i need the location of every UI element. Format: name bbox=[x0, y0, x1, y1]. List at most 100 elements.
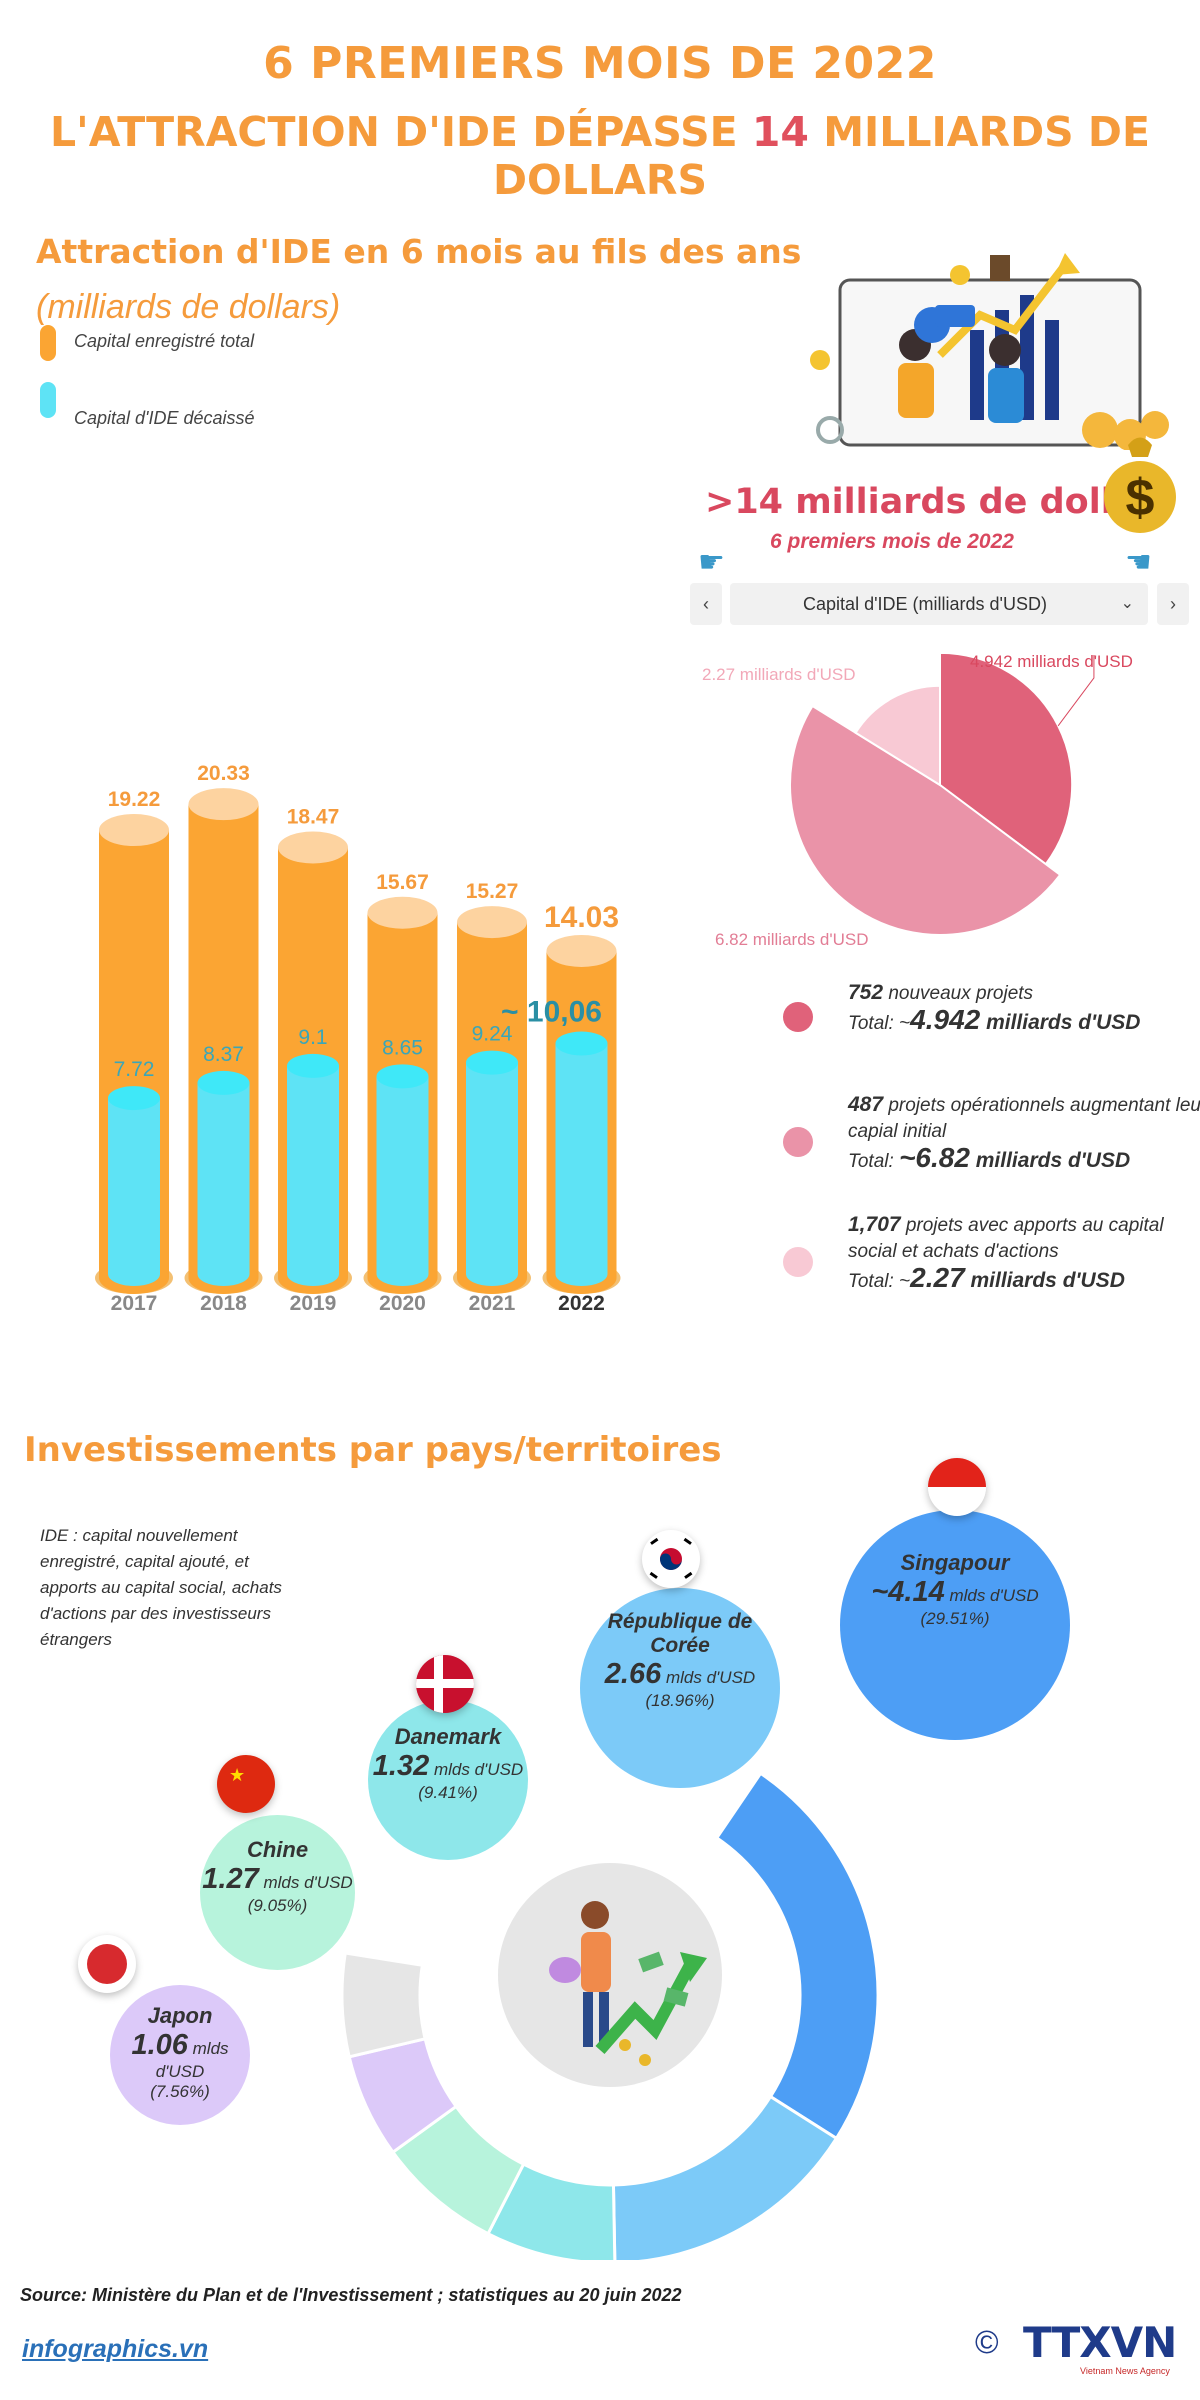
bar-total-value-label: 18.47 bbox=[287, 806, 340, 829]
country-amount: 1.32 bbox=[372, 1750, 430, 1782]
pie-slice-2 bbox=[854, 684, 941, 787]
x-tick-label: 2017 bbox=[111, 1292, 158, 1315]
country-name: République de Corée bbox=[607, 1610, 753, 1657]
bar-disbursed-2021 bbox=[466, 1062, 518, 1274]
bar-total-top bbox=[99, 814, 169, 847]
bar-disbursed-value-label: 8.65 bbox=[382, 1036, 423, 1059]
bar-total-value-label: 15.67 bbox=[376, 871, 429, 894]
page-title: 6 PREMIERS MOIS DE 2022 bbox=[263, 38, 937, 89]
country-value: 2.66 mlds d'USD bbox=[580, 1658, 780, 1691]
country-amount: 1.27 bbox=[202, 1863, 259, 1895]
breakdown-total-prefix: Total: bbox=[848, 1151, 900, 1172]
bar-disbursed-bottom bbox=[287, 1262, 339, 1286]
bar-disbursed-top bbox=[197, 1070, 250, 1095]
bar-total-top bbox=[367, 896, 438, 929]
bar-total-value-label: 19.22 bbox=[108, 788, 161, 811]
country-amount: 1.06 bbox=[131, 2029, 188, 2061]
legend-swatch-disbursed bbox=[40, 382, 56, 418]
country-name: Singapour bbox=[900, 1550, 1010, 1575]
countries-section-title: Investissements par pays/territoires bbox=[24, 1430, 722, 1470]
bar-disbursed-bottom bbox=[197, 1262, 250, 1286]
pie-label-new-projects: 4.942 milliards d'USD bbox=[970, 652, 1133, 671]
chart-selector-dropdown[interactable]: Capital d'IDE (milliards d'USD) ⌄ bbox=[730, 583, 1148, 625]
breakdown-total: 2.27 bbox=[910, 1262, 965, 1293]
x-tick-label: 2021 bbox=[469, 1292, 516, 1315]
bar-disbursed-2019 bbox=[287, 1065, 339, 1274]
bar-disbursed-2018 bbox=[197, 1082, 250, 1274]
legend-swatch-total bbox=[40, 325, 56, 361]
subtitle-highlight-number: 14 bbox=[751, 108, 809, 156]
country-value: 1.32 mlds d'USD bbox=[368, 1750, 528, 1783]
ttxvn-logo: © TTXVN Vietnam News Agency bbox=[975, 2318, 1185, 2378]
x-tick-label: 2018 bbox=[200, 1292, 247, 1315]
country-unit: mlds d'USD bbox=[429, 1760, 524, 1779]
highlight-period: 6 premiers mois de 2022 bbox=[770, 530, 1014, 553]
subtitle-text-start: L'ATTRACTION D'IDE DÉPASSE bbox=[50, 108, 752, 156]
country-unit: mlds d'USD bbox=[155, 2039, 229, 2081]
bar-total-value-label: 14.03 bbox=[544, 901, 619, 934]
country-bubble-china: Chine 1.27 mlds d'USD (9.05%) bbox=[200, 1815, 355, 1970]
flag-denmark-icon bbox=[416, 1655, 474, 1713]
pie-leader-line bbox=[1057, 655, 1095, 727]
fdi-bar-chart: 19.22 7.72 2017 20.33 8.37 2018 18.47 9.1 2019 15… bbox=[95, 762, 621, 1315]
country-percent: (9.41%) bbox=[418, 1783, 478, 1802]
bar-chart-title: Attraction d'IDE en 6 mois au fils des a… bbox=[36, 232, 802, 271]
bar-disbursed-value-label: ~ 10,06 bbox=[501, 996, 602, 1029]
highlight-amount: >14 milliards de dollars bbox=[705, 482, 1175, 522]
breakdown-total-prefix: Total: ~ bbox=[848, 1271, 911, 1292]
breakdown-count: 487 bbox=[848, 1093, 884, 1116]
country-name: Danemark bbox=[394, 1724, 502, 1749]
country-unit: mlds d'USD bbox=[258, 1873, 353, 1892]
breakdown-text: 1,707 projets avec apports au capital so… bbox=[848, 1212, 1200, 1295]
bar-disbursed-top bbox=[287, 1053, 339, 1078]
breakdown-desc: nouveaux projets bbox=[883, 983, 1034, 1004]
breakdown-text: 752 nouveaux projets Total: ~4.942 milli… bbox=[848, 980, 1200, 1037]
flag-japan-icon bbox=[78, 1935, 136, 1993]
flag-korea-icon bbox=[642, 1530, 700, 1588]
logo-subtext: Vietnam News Agency bbox=[1080, 2366, 1170, 2376]
country-name: Japon bbox=[147, 2003, 213, 2028]
ide-definition-note: IDE : capital nouvellement enregistré, c… bbox=[40, 1526, 282, 1649]
legend-label-disbursed: Capital d'IDE décaissé bbox=[74, 408, 255, 428]
bar-disbursed-value-label: 7.72 bbox=[114, 1058, 155, 1081]
country-bubble-japan: Japon 1.06 mlds d'USD (7.56%) bbox=[110, 1985, 250, 2125]
bar-total-top bbox=[188, 788, 259, 821]
pointer-hand-icon: ☚ bbox=[1125, 546, 1152, 579]
country-bubble-korea: République de Corée 2.66 mlds d'USD (18.… bbox=[580, 1588, 780, 1788]
bar-disbursed-bottom bbox=[108, 1262, 160, 1286]
breakdown-dot bbox=[783, 1127, 813, 1157]
countries-ring-chart bbox=[340, 1771, 880, 2260]
bar-total-top bbox=[546, 935, 617, 968]
bar-total-top bbox=[457, 906, 527, 939]
chevron-right-icon[interactable]: › bbox=[1157, 583, 1189, 625]
dropdown-selected-value: Capital d'IDE (milliards d'USD) bbox=[803, 594, 1047, 614]
chevron-left-icon[interactable]: ‹ bbox=[690, 583, 722, 625]
investor-watering-money-icon bbox=[498, 1863, 722, 2087]
pie-slice-1 bbox=[789, 704, 1062, 936]
country-unit: mlds d'USD bbox=[944, 1586, 1039, 1605]
bar-disbursed-top bbox=[108, 1086, 160, 1111]
breakdown-count: 752 bbox=[848, 981, 884, 1004]
bar-disbursed-value-label: 9.24 bbox=[472, 1023, 513, 1046]
bar-disbursed-bottom bbox=[555, 1262, 608, 1286]
infographics-site-link[interactable]: infographics.vn bbox=[22, 2335, 209, 2363]
pie-label-capital-increase: 6.82 milliards d'USD bbox=[715, 930, 869, 949]
breakdown-total-prefix: Total: ~ bbox=[848, 1013, 911, 1034]
bar-disbursed-2022 bbox=[555, 1043, 608, 1274]
pie-slice-0 bbox=[939, 651, 1074, 866]
bar-total-value-label: 20.33 bbox=[197, 762, 250, 785]
breakdown-text: 487 projets opérationnels augmentant leu… bbox=[848, 1092, 1200, 1175]
fdi-pie-chart bbox=[789, 651, 1095, 936]
breakdown-dot bbox=[783, 1247, 813, 1277]
x-tick-label: 2022 bbox=[558, 1292, 605, 1315]
chevron-down-icon: ⌄ bbox=[1120, 595, 1134, 612]
svg-text:$: $ bbox=[1126, 469, 1155, 527]
breakdown-total: ~6.82 bbox=[899, 1142, 970, 1173]
x-tick-label: 2020 bbox=[379, 1292, 426, 1315]
bar-disbursed-top bbox=[376, 1064, 429, 1089]
business-handshake-illustration bbox=[810, 253, 1169, 450]
ring-segment-others bbox=[340, 1951, 427, 2059]
flag-singapore-icon bbox=[928, 1458, 986, 1516]
source-note: Source: Ministère du Plan et de l'Invest… bbox=[20, 2285, 682, 2305]
legend-label-total: Capital enregistré total bbox=[74, 331, 255, 351]
